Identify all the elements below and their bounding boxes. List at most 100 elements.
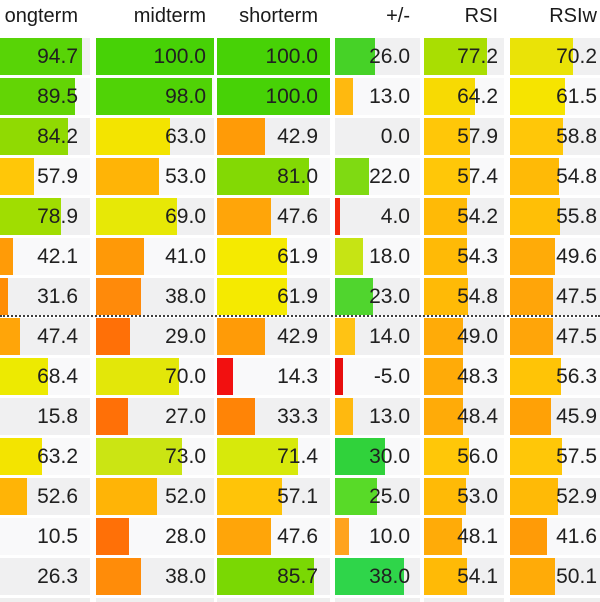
cell-rsi[interactable]: 64.2 <box>424 78 504 115</box>
cell-shorterm[interactable]: 42.9 <box>217 318 330 355</box>
cell-longterm[interactable]: 31.6 <box>0 278 90 315</box>
cell-rsiw[interactable]: 54.8 <box>510 158 600 195</box>
value-bar <box>424 558 467 595</box>
cell-longterm[interactable]: 68.4 <box>0 358 90 395</box>
cell-rsiw[interactable]: 55.8 <box>510 198 600 235</box>
cell-midterm[interactable]: 69.0 <box>96 198 214 235</box>
cell-longterm[interactable]: 57.9 <box>0 158 90 195</box>
cell-rsi[interactable]: 48.4 <box>424 398 504 435</box>
cell-plusminus[interactable]: 38.0 <box>335 558 420 595</box>
cell-midterm[interactable]: 38.0 <box>96 558 214 595</box>
cell-shorterm[interactable]: 81.0 <box>217 158 330 195</box>
header-cell-rsiw[interactable]: RSIw <box>510 0 600 33</box>
cell-rsiw[interactable]: 45.9 <box>510 398 600 435</box>
cell-midterm[interactable]: 38.0 <box>96 278 214 315</box>
cell-midterm[interactable]: 70.0 <box>96 358 214 395</box>
cell-rsiw[interactable]: 70.2 <box>510 38 600 75</box>
header-cell-longterm[interactable]: ongterm <box>0 0 90 33</box>
partial-cell <box>424 598 504 602</box>
cell-longterm[interactable]: 26.3 <box>0 558 90 595</box>
cell-rsi[interactable]: 77.2 <box>424 38 504 75</box>
cell-plusminus[interactable]: 18.0 <box>335 238 420 275</box>
cell-shorterm[interactable]: 100.0 <box>217 78 330 115</box>
cell-plusminus[interactable]: -5.0 <box>335 358 420 395</box>
cell-longterm[interactable]: 94.7 <box>0 38 90 75</box>
cell-shorterm[interactable]: 57.1 <box>217 478 330 515</box>
cell-plusminus[interactable]: 14.0 <box>335 318 420 355</box>
cell-longterm[interactable]: 84.2 <box>0 118 90 155</box>
cell-shorterm[interactable]: 100.0 <box>217 38 330 75</box>
cell-midterm[interactable]: 98.0 <box>96 78 214 115</box>
header-cell-plusminus[interactable]: +/- <box>335 0 420 33</box>
cell-shorterm[interactable]: 61.9 <box>217 238 330 275</box>
cell-rsiw[interactable]: 47.5 <box>510 318 600 355</box>
cell-shorterm[interactable]: 71.4 <box>217 438 330 475</box>
cell-rsi[interactable]: 57.4 <box>424 158 504 195</box>
cell-plusminus[interactable]: 22.0 <box>335 158 420 195</box>
cell-shorterm[interactable]: 42.9 <box>217 118 330 155</box>
cell-plusminus[interactable]: 10.0 <box>335 518 420 555</box>
cell-midterm[interactable]: 100.0 <box>96 38 214 75</box>
cell-rsi[interactable]: 49.0 <box>424 318 504 355</box>
cell-longterm[interactable]: 42.1 <box>0 238 90 275</box>
cell-rsi[interactable]: 57.9 <box>424 118 504 155</box>
cell-longterm[interactable]: 78.9 <box>0 198 90 235</box>
value-bar <box>335 438 385 475</box>
cell-rsi[interactable]: 53.0 <box>424 478 504 515</box>
cell-midterm[interactable]: 41.0 <box>96 238 214 275</box>
cell-midterm[interactable]: 52.0 <box>96 478 214 515</box>
value-bar <box>335 198 340 235</box>
cell-plusminus[interactable]: 13.0 <box>335 78 420 115</box>
cell-rsi[interactable]: 48.1 <box>424 518 504 555</box>
cell-shorterm[interactable]: 47.6 <box>217 518 330 555</box>
header-cell-rsi[interactable]: RSI <box>424 0 504 33</box>
cell-shorterm[interactable]: 61.9 <box>217 278 330 315</box>
cell-rsiw[interactable]: 56.3 <box>510 358 600 395</box>
cell-longterm[interactable]: 47.4 <box>0 318 90 355</box>
cell-rsiw[interactable]: 52.9 <box>510 478 600 515</box>
value-bar <box>0 158 34 195</box>
cell-plusminus[interactable]: 26.0 <box>335 38 420 75</box>
cell-longterm[interactable]: 89.5 <box>0 78 90 115</box>
cell-value: 63.0 <box>165 125 206 148</box>
header-cell-midterm[interactable]: midterm <box>96 0 214 33</box>
cell-midterm[interactable]: 63.0 <box>96 118 214 155</box>
cell-rsiw[interactable]: 41.6 <box>510 518 600 555</box>
cell-value: 15.8 <box>37 405 78 428</box>
cell-rsiw[interactable]: 57.5 <box>510 438 600 475</box>
cell-value: 4.0 <box>380 205 410 228</box>
cell-rsiw[interactable]: 50.1 <box>510 558 600 595</box>
cell-rsi[interactable]: 56.0 <box>424 438 504 475</box>
cell-rsiw[interactable]: 58.8 <box>510 118 600 155</box>
cell-rsi[interactable]: 54.8 <box>424 278 504 315</box>
cell-midterm[interactable]: 73.0 <box>96 438 214 475</box>
value-bar <box>0 198 61 235</box>
cell-plusminus[interactable]: 25.0 <box>335 478 420 515</box>
cell-midterm[interactable]: 53.0 <box>96 158 214 195</box>
cell-shorterm[interactable]: 33.3 <box>217 398 330 435</box>
cell-midterm[interactable]: 27.0 <box>96 398 214 435</box>
cell-shorterm[interactable]: 47.6 <box>217 198 330 235</box>
cell-plusminus[interactable]: 0.0 <box>335 118 420 155</box>
cell-rsi[interactable]: 54.2 <box>424 198 504 235</box>
cell-plusminus[interactable]: 13.0 <box>335 398 420 435</box>
cell-shorterm[interactable]: 85.7 <box>217 558 330 595</box>
cell-plusminus[interactable]: 23.0 <box>335 278 420 315</box>
cell-longterm[interactable]: 10.5 <box>0 518 90 555</box>
cell-shorterm[interactable]: 14.3 <box>217 358 330 395</box>
cell-longterm[interactable]: 52.6 <box>0 478 90 515</box>
cell-rsi[interactable]: 54.3 <box>424 238 504 275</box>
cell-rsi[interactable]: 48.3 <box>424 358 504 395</box>
cell-longterm[interactable]: 15.8 <box>0 398 90 435</box>
header-cell-shorterm[interactable]: shorterm <box>217 0 330 33</box>
cell-midterm[interactable]: 28.0 <box>96 518 214 555</box>
cell-longterm[interactable]: 63.2 <box>0 438 90 475</box>
cell-rsiw[interactable]: 49.6 <box>510 238 600 275</box>
cell-rsiw[interactable]: 61.5 <box>510 78 600 115</box>
cell-rsiw[interactable]: 47.5 <box>510 278 600 315</box>
cell-plusminus[interactable]: 30.0 <box>335 438 420 475</box>
cell-rsi[interactable]: 54.1 <box>424 558 504 595</box>
cell-plusminus[interactable]: 4.0 <box>335 198 420 235</box>
cell-midterm[interactable]: 29.0 <box>96 318 214 355</box>
